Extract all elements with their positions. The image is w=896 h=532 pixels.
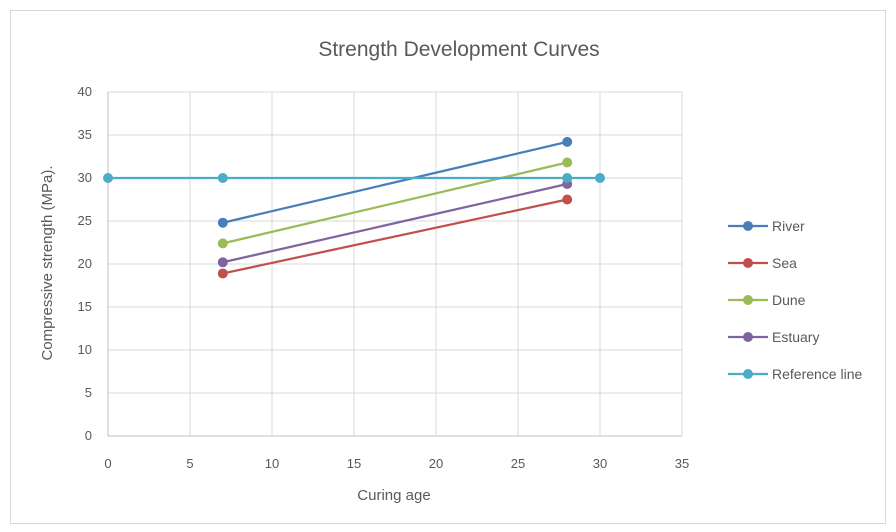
x-tick-label: 25 (511, 456, 525, 471)
y-tick-label: 20 (78, 256, 92, 271)
x-tick-label: 15 (347, 456, 361, 471)
x-tick-label: 5 (186, 456, 193, 471)
y-tick-label: 10 (78, 342, 92, 357)
x-tick-label: 10 (265, 456, 279, 471)
legend: River Sea Dune Estuary Reference line (728, 218, 862, 382)
y-tick-label: 15 (78, 299, 92, 314)
data-point-dune (217, 238, 228, 249)
series-group (103, 136, 605, 279)
data-point-reference-line (562, 173, 573, 183)
x-tick-label: 20 (429, 456, 443, 471)
legend-label: River (772, 218, 805, 234)
legend-item-dune: Dune (728, 292, 806, 308)
legend-swatch-marker (743, 332, 753, 342)
series-line-dune (222, 161, 568, 245)
x-tick-label: 0 (104, 456, 111, 471)
legend-item-river: River (728, 218, 805, 234)
data-point-dune (562, 157, 573, 168)
y-tick-label: 25 (78, 213, 92, 228)
chart-frame (10, 10, 886, 524)
legend-label: Estuary (772, 329, 819, 345)
data-point-reference-line (103, 173, 113, 183)
legend-item-reference-line: Reference line (728, 366, 862, 382)
legend-swatch-marker (743, 295, 753, 305)
data-point-river (562, 136, 573, 147)
x-tick-label: 30 (593, 456, 607, 471)
y-tick-label: 35 (78, 127, 92, 142)
x-axis-title: Curing age (357, 487, 430, 504)
legend-swatch-marker (743, 258, 753, 268)
series-reference-line (103, 173, 605, 183)
legend-label: Sea (772, 255, 797, 271)
legend-item-estuary: Estuary (728, 329, 819, 345)
data-point-estuary (217, 257, 228, 268)
series-dune (217, 157, 573, 249)
series-estuary (217, 179, 573, 268)
series-sea (217, 194, 573, 279)
y-tick-label: 40 (78, 84, 92, 99)
y-tick-label: 30 (78, 170, 92, 185)
series-line-river (222, 140, 568, 224)
legend-label: Reference line (772, 366, 862, 382)
legend-label: Dune (772, 292, 806, 308)
legend-swatch-marker (743, 369, 753, 379)
series-river (217, 136, 573, 228)
data-point-reference-line (217, 173, 228, 183)
x-tick-label: 35 (675, 456, 689, 471)
chart-title: Strength Development Curves (318, 38, 599, 61)
grid (107, 91, 683, 437)
series-line-estuary (222, 182, 568, 264)
data-point-sea (562, 194, 573, 205)
y-tick-label: 0 (85, 428, 92, 443)
y-axis-title: Compressive strength (MPa). (39, 165, 56, 360)
legend-item-sea: Sea (728, 255, 797, 271)
series-line-sea (222, 198, 568, 275)
tick-labels: 0 5 10 15 20 25 30 35 40 0 5 10 15 20 25 30 35 (78, 84, 690, 471)
y-tick-label: 5 (85, 385, 92, 400)
data-point-river (217, 217, 228, 228)
legend-swatch-marker (743, 221, 753, 231)
data-point-reference-line (595, 173, 605, 183)
data-point-sea (217, 268, 228, 279)
